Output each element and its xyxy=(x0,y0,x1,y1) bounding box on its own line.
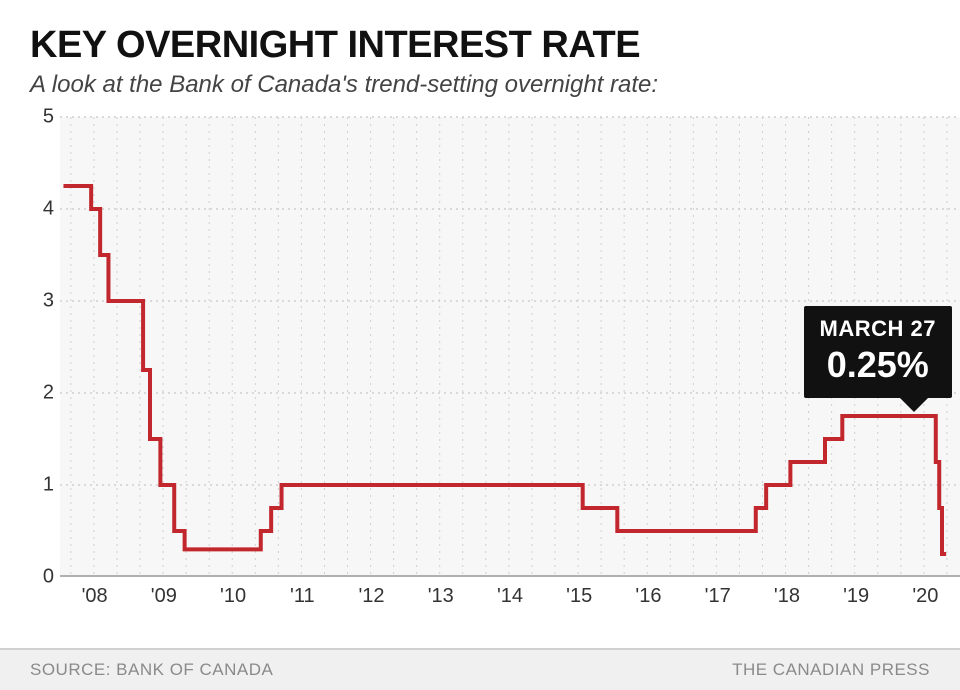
chart-subtitle: A look at the Bank of Canada's trend-set… xyxy=(30,71,930,99)
y-tick-label: 0 xyxy=(43,566,54,589)
y-tick-label: 2 xyxy=(43,382,54,405)
credit-label: THE CANADIAN PRESS xyxy=(732,660,930,680)
x-tick-label: '09 xyxy=(151,585,177,608)
x-tick-label: '14 xyxy=(497,585,523,608)
callout-box: MARCH 27 0.25% xyxy=(804,306,952,398)
x-tick-label: '15 xyxy=(566,585,592,608)
x-tick-label: '16 xyxy=(635,585,661,608)
y-tick-label: 1 xyxy=(43,474,54,497)
x-tick-label: '10 xyxy=(220,585,246,608)
plot-area: MARCH 27 0.25% xyxy=(60,117,960,577)
x-tick-label: '17 xyxy=(705,585,731,608)
y-axis: 012345 xyxy=(30,117,60,577)
x-tick-label: '19 xyxy=(843,585,869,608)
footer: SOURCE: BANK OF CANADA THE CANADIAN PRES… xyxy=(0,648,960,690)
source-label: SOURCE: BANK OF CANADA xyxy=(30,660,273,680)
chart-container: 012345 MARCH 27 0.25% '08'09'10'11'12'13… xyxy=(30,117,930,627)
callout-date: MARCH 27 xyxy=(820,316,936,342)
y-tick-label: 5 xyxy=(43,106,54,129)
chart-title: KEY OVERNIGHT INTEREST RATE xyxy=(30,24,930,67)
y-tick-label: 3 xyxy=(43,290,54,313)
x-tick-label: '12 xyxy=(358,585,384,608)
x-tick-label: '11 xyxy=(290,585,315,608)
x-axis: '08 '09 '10 '11 '12 '13 '14 '15 '16 '17 '18 '19 '20 xyxy=(60,577,960,617)
y-tick-label: 4 xyxy=(43,198,54,221)
x-tick-label: '13 xyxy=(428,585,454,608)
callout-value: 0.25% xyxy=(820,344,936,386)
x-tick-label: '08 xyxy=(82,585,108,608)
x-tick-label: '18 xyxy=(774,585,800,608)
x-tick-label: '20 xyxy=(912,585,938,608)
